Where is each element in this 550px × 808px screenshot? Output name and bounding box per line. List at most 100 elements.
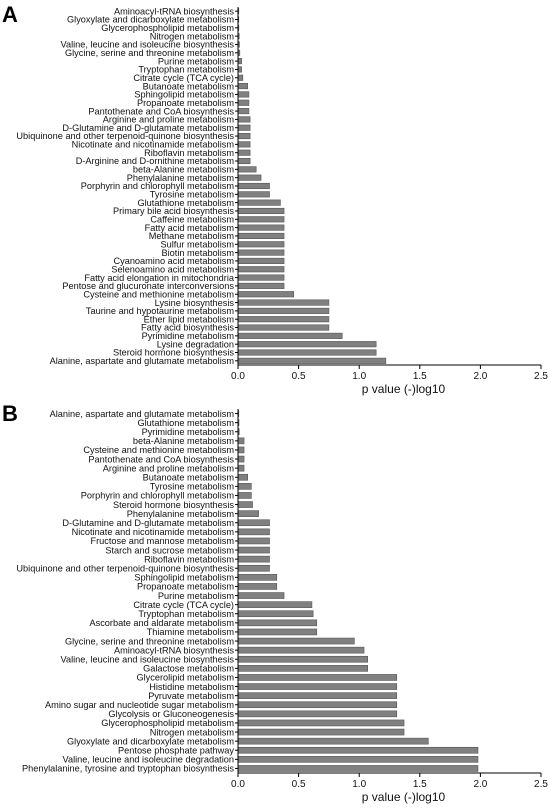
category-label: Steroid hormone biosynthesis xyxy=(113,348,234,358)
bar xyxy=(237,207,285,215)
bar xyxy=(237,141,251,148)
bar xyxy=(237,519,270,527)
bar xyxy=(237,510,259,517)
category-label: Glycerophospholipid metabolism xyxy=(101,23,234,33)
category-label: Sphingolipid metabolism xyxy=(134,90,234,100)
bar xyxy=(237,274,285,281)
bar xyxy=(237,719,405,727)
category-label: Tryptophan metabolism xyxy=(138,609,234,619)
category-label: Pantothenate and CoA biosynthesis xyxy=(88,454,234,464)
bar xyxy=(237,357,387,364)
category-label: Pantothenate and CoA biosynthesis xyxy=(88,106,234,116)
category-label: Pyrimidine metabolism xyxy=(142,331,235,341)
category-label: Aminoacyl-tRNA biosynthesis xyxy=(114,645,234,655)
bar xyxy=(237,628,318,636)
category-label: Fatty acid elongation in mitochondria xyxy=(84,273,235,283)
bar xyxy=(237,728,405,736)
category-label: Caffeine metabolism xyxy=(150,215,234,225)
category-label: Glyoxylate and dicarboxylate metabolism xyxy=(67,15,234,25)
bar xyxy=(237,674,398,681)
bar xyxy=(237,224,285,231)
category-label: Glutathione metabolism xyxy=(137,418,234,428)
x-tick-label: 2.5 xyxy=(534,371,548,382)
bar xyxy=(237,655,368,663)
bar xyxy=(237,756,479,763)
category-label: Riboflavin metabolism xyxy=(144,554,234,564)
bar xyxy=(237,299,330,306)
x-tick-label: 0.5 xyxy=(292,371,306,382)
bar xyxy=(237,665,368,672)
category-label: Nicotinate and nicotinamide metabolism xyxy=(72,527,235,537)
bar xyxy=(237,683,398,690)
bar xyxy=(237,232,285,240)
category-label: Taurine and hypotaurine metabolism xyxy=(86,306,234,316)
bar xyxy=(237,291,295,298)
category-label: Pyrimidine metabolism xyxy=(142,427,235,437)
bar xyxy=(237,492,252,499)
bar xyxy=(237,555,270,563)
category-label: Valine, leucine and isoleucine biosynthe… xyxy=(61,654,235,664)
bar xyxy=(237,710,398,718)
x-tick-label: 2.0 xyxy=(473,779,487,790)
category-label: Fatty acid biosynthesis xyxy=(141,323,234,333)
category-label: beta-Alanine metabolism xyxy=(133,436,234,446)
bar xyxy=(237,746,479,754)
bar xyxy=(237,58,242,65)
bar xyxy=(237,610,314,618)
category-label: Lysine degradation xyxy=(157,339,234,349)
x-tick-label: 1.5 xyxy=(413,779,427,790)
category-label: Pyruvate metabolism xyxy=(148,691,234,701)
x-tick-label: 1.0 xyxy=(352,371,366,382)
bar xyxy=(237,592,285,599)
bar xyxy=(237,241,285,248)
bar xyxy=(237,282,285,289)
category-label: Riboflavin metabolism xyxy=(144,148,234,158)
bar xyxy=(237,349,377,356)
bar xyxy=(237,446,245,454)
category-label: Arginine and proline metabolism xyxy=(103,463,235,473)
panel-letter-A: A xyxy=(2,2,18,27)
category-label: beta-Alanine metabolism xyxy=(133,165,234,175)
category-label: Glycine, serine and threonine metabolism xyxy=(65,48,234,58)
category-label: Cysteine and methionine metabolism xyxy=(83,445,234,455)
category-label: Phenylalanine metabolism xyxy=(127,509,235,519)
bar xyxy=(237,249,285,256)
bar xyxy=(237,341,377,348)
category-label: Galactose metabolism xyxy=(143,664,234,674)
category-label: Phenylalanine, tyrosine and tryptophan b… xyxy=(22,764,234,774)
bar xyxy=(237,483,252,490)
bar xyxy=(237,91,250,98)
category-label: Fatty acid metabolism xyxy=(145,223,235,233)
bar xyxy=(237,637,355,645)
bar xyxy=(237,765,479,772)
bar xyxy=(237,174,262,181)
category-label: Glutathione metabolism xyxy=(137,198,234,208)
category-label: Primary bile acid biosynthesis xyxy=(113,206,234,216)
category-label: Biotin metabolism xyxy=(161,248,234,258)
category-label: Aminoacyl-tRNA biosynthesis xyxy=(114,6,234,16)
bar xyxy=(237,166,257,173)
category-label: Butanoate metabolism xyxy=(143,472,235,482)
category-label: Ether lipid metabolism xyxy=(144,314,235,324)
category-label: Tryptophan metabolism xyxy=(138,65,234,75)
bar xyxy=(237,619,318,627)
category-label: D-Glutamine and D-glutamate metabolism xyxy=(62,518,234,528)
category-label: Fructose and mannose metabolism xyxy=(91,536,235,546)
category-label: Porphyrin and chlorophyll metabolism xyxy=(81,491,235,501)
category-label: Sphingolipid metabolism xyxy=(134,573,234,583)
category-label: D-Glutamine and D-glutamate metabolism xyxy=(62,123,234,133)
bar xyxy=(237,124,251,131)
bar xyxy=(237,132,251,140)
category-label: Purine metabolism xyxy=(158,591,234,601)
category-label: Steroid hormone biosynthesis xyxy=(113,500,234,510)
category-label: Citrate cycle (TCA cycle) xyxy=(133,600,234,610)
category-label: Tyrosine metabolism xyxy=(150,190,235,200)
bar xyxy=(237,692,398,699)
x-tick-label: 0.0 xyxy=(231,371,245,382)
bar xyxy=(237,546,270,554)
category-label: Starch and sucrose metabolism xyxy=(105,545,234,555)
x-tick-label: 1.5 xyxy=(413,371,427,382)
category-label: Phenylalanine metabolism xyxy=(127,173,235,183)
category-label: Selenoamino acid metabolism xyxy=(111,264,234,274)
